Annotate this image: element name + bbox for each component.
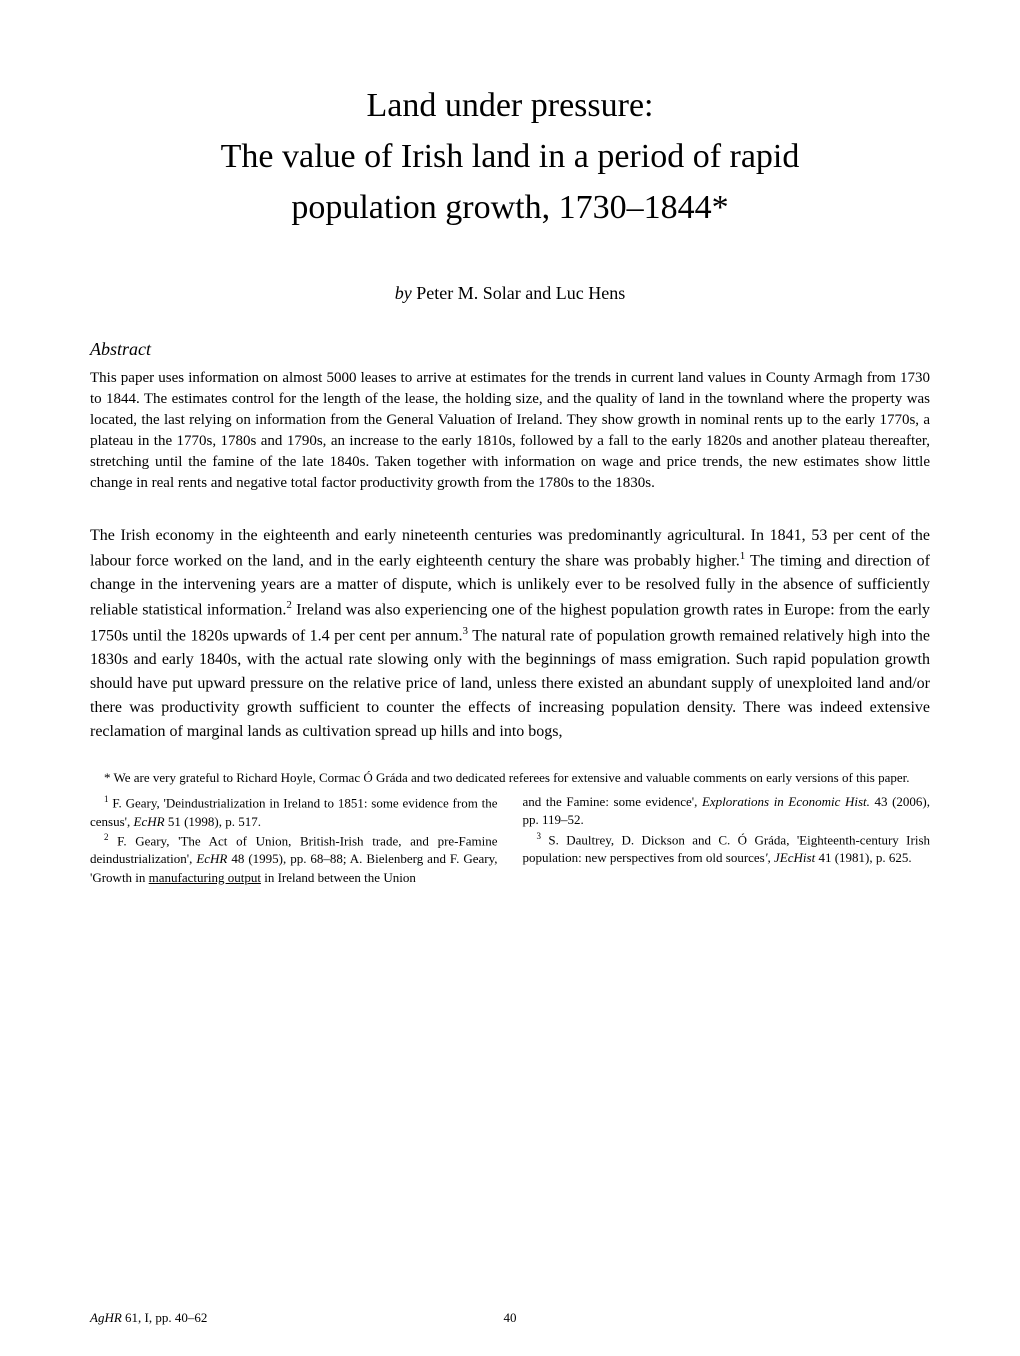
footnote-column-left: 1 F. Geary, 'Deindustrialization in Irel…	[90, 793, 498, 887]
byline-by: by	[395, 283, 412, 303]
footnote-1-italic: EcHR	[134, 814, 165, 829]
title-line-2: The value of Irish land in a period of r…	[221, 138, 800, 175]
footer-citation: 61, I, pp. 40–62	[122, 1310, 208, 1325]
footnote-1-post: 51 (1998), p. 517.	[165, 814, 261, 829]
byline: by Peter M. Solar and Luc Hens	[90, 283, 930, 304]
footer-left: AgHR 61, I, pp. 40–62	[90, 1310, 207, 1326]
footer-page-number: 40	[504, 1310, 517, 1326]
footnote-2: 2 F. Geary, 'The Act of Union, British-I…	[90, 831, 498, 887]
footnote-3-italic: ', JEcHist	[765, 850, 815, 865]
footnote-acknowledgement: * We are very grateful to Richard Hoyle,…	[90, 769, 930, 787]
page-footer: AgHR 61, I, pp. 40–62 40	[90, 1310, 930, 1326]
footnote-2b-pre: and the Famine: some evidence',	[523, 794, 702, 809]
abstract-text: This paper uses information on almost 50…	[90, 368, 930, 494]
title-line-1: Land under pressure:	[366, 87, 653, 124]
footnote-column-right: and the Famine: some evidence', Explorat…	[523, 793, 931, 887]
footnote-2-post: in Ireland between the Union	[261, 870, 416, 885]
footnote-2-italic: EcHR	[196, 851, 227, 866]
footnote-3: 3 S. Daultrey, D. Dickson and C. Ó Gráda…	[523, 830, 931, 868]
byline-authors: Peter M. Solar and Luc Hens	[416, 283, 625, 303]
footnotes-columns: 1 F. Geary, 'Deindustrialization in Irel…	[90, 793, 930, 887]
footnote-2-underlined: manufacturing output	[149, 870, 261, 885]
footnote-3-post: 41 (1981), p. 625.	[815, 850, 911, 865]
footer-journal: AgHR	[90, 1310, 122, 1325]
footnote-2b-italic: Explorations in Economic Hist.	[702, 794, 870, 809]
page-title: Land under pressure: The value of Irish …	[90, 80, 930, 233]
footnote-2-continuation: and the Famine: some evidence', Explorat…	[523, 793, 931, 829]
footnote-1: 1 F. Geary, 'Deindustrialization in Irel…	[90, 793, 498, 831]
body-paragraph: The Irish economy in the eighteenth and …	[90, 524, 930, 744]
abstract-heading: Abstract	[90, 339, 930, 360]
title-line-3: population growth, 1730–1844*	[291, 189, 728, 226]
